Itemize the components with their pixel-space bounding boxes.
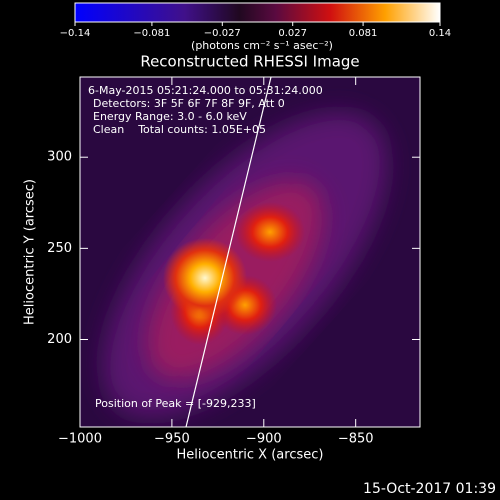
colorbar-label: (photons cm⁻² s⁻¹ asec⁻²) — [191, 39, 333, 52]
colorbar-tick-label: 0.081 — [349, 28, 378, 39]
colorbar-tick-label: 0.027 — [278, 28, 307, 39]
timestamp: 15-Oct-2017 01:39 — [363, 481, 496, 497]
colorbar-tick-label: −0.081 — [133, 28, 170, 39]
peak-label: Position of Peak = [-929,233] — [95, 397, 256, 410]
chart-title: Reconstructed RHESSI Image — [140, 53, 359, 71]
x-axis-label: Heliocentric X (arcsec) — [177, 448, 324, 463]
image — [80, 77, 420, 427]
colorbar-tick-label: 0.14 — [429, 28, 451, 39]
y-tick-label: 200 — [47, 332, 72, 347]
annotation: Clean Total counts: 1.05E+05 — [93, 123, 266, 136]
x-tick-label: −1000 — [58, 432, 102, 447]
y-axis-label: Heliocentric Y (arcsec) — [23, 179, 38, 325]
annotation: Energy Range: 3.0 - 6.0 keV — [93, 110, 247, 123]
colorbar — [74, 2, 441, 23]
y-tick-label: 300 — [47, 150, 72, 165]
colorbar-tick-label: −0.027 — [204, 28, 241, 39]
x-tick-label: −950 — [154, 432, 190, 447]
x-tick-label: −900 — [246, 432, 282, 447]
annotation: 6-May-2015 05:21:24.000 to 05:31:24.000 — [88, 84, 323, 97]
y-tick-label: 250 — [47, 241, 72, 256]
plot-frame — [79, 76, 421, 428]
x-tick-label: −850 — [338, 432, 374, 447]
colorbar-tick-label: −0.14 — [60, 28, 91, 39]
annotation: Detectors: 3F 5F 6F 7F 8F 9F, Att 0 — [93, 97, 285, 110]
